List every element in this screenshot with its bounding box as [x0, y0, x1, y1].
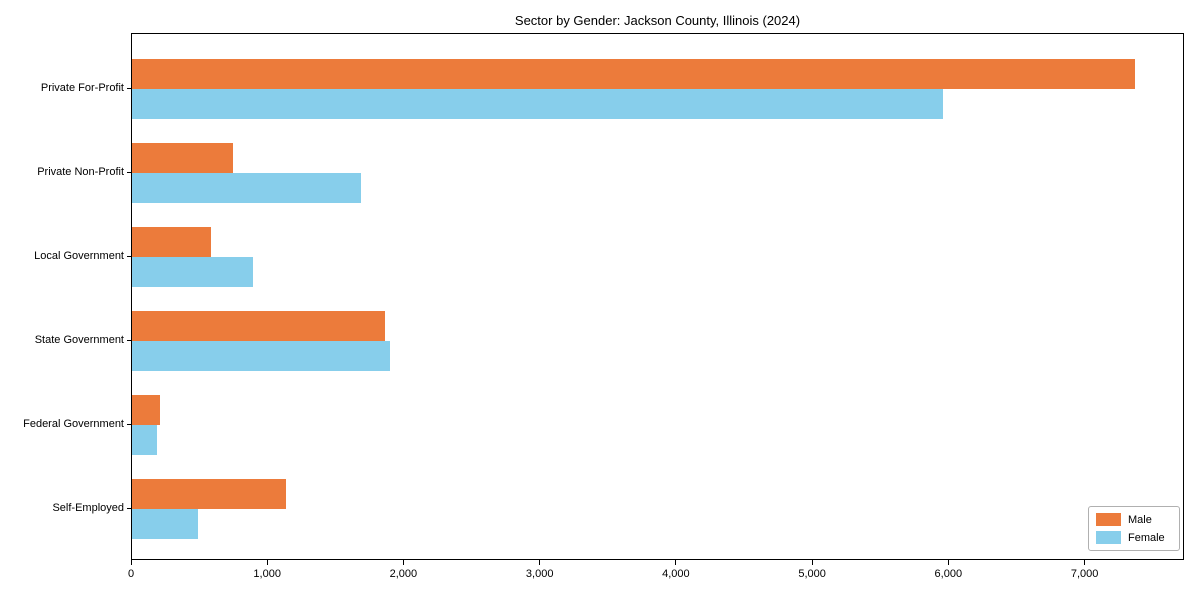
chart-title: Sector by Gender: Jackson County, Illino… — [514, 13, 801, 28]
x-tick-mark — [811, 560, 813, 565]
bar-female-self-employed — [132, 509, 199, 539]
x-tick-mark — [266, 560, 268, 565]
legend-item-female: Female — [1096, 531, 1171, 544]
y-tick-mark — [127, 88, 131, 89]
x-tick-label-7000: 7,000 — [1070, 568, 1099, 580]
female-series-swatch — [1096, 531, 1121, 544]
y-tick-label-self-employed: Self-Employed — [52, 502, 124, 514]
x-tick-label-3000: 3,000 — [525, 568, 554, 580]
x-tick-label-1000: 1,000 — [253, 568, 281, 580]
y-tick-mark — [127, 340, 131, 341]
y-tick-label-private-non-profit: Private Non-Profit — [37, 166, 124, 178]
bar-female-private-for-profit — [132, 89, 943, 119]
bar-female-private-non-profit — [132, 173, 361, 203]
y-tick-mark — [127, 424, 131, 425]
x-tick-mark — [675, 560, 677, 565]
male-series-swatch — [1096, 513, 1121, 526]
legend-label-male: Male — [1128, 513, 1152, 526]
bar-female-federal-government — [132, 425, 157, 455]
x-tick-label-6000: 6,000 — [934, 568, 963, 580]
y-tick-mark — [127, 508, 131, 509]
bar-male-self-employed — [132, 479, 286, 509]
x-tick-mark — [947, 560, 949, 565]
y-tick-mark — [127, 256, 131, 257]
legend-item-male: Male — [1096, 513, 1171, 526]
x-tick-mark — [130, 560, 132, 565]
x-tick-mark — [539, 560, 541, 565]
y-tick-label-private-for-profit: Private For-Profit — [40, 82, 124, 94]
x-tick-label-0: 0 — [127, 568, 135, 580]
legend-label-female: Female — [1128, 531, 1165, 544]
y-tick-mark — [127, 172, 131, 173]
bar-male-local-government — [132, 227, 211, 257]
bar-female-local-government — [132, 257, 254, 287]
y-tick-label-federal-government: Federal Government — [23, 418, 124, 430]
bar-male-state-government — [132, 311, 386, 341]
x-tick-label-4000: 4,000 — [662, 568, 690, 580]
plot-area — [131, 33, 1184, 560]
x-tick-label-2000: 2,000 — [389, 568, 418, 580]
bar-male-private-for-profit — [132, 59, 1135, 89]
bar-male-private-non-profit — [132, 143, 233, 173]
y-tick-label-local-government: Local Government — [34, 250, 124, 262]
x-tick-label-5000: 5,000 — [798, 568, 826, 580]
bar-female-state-government — [132, 341, 390, 371]
x-tick-mark — [1084, 560, 1086, 565]
x-tick-mark — [402, 560, 404, 565]
bar-male-federal-government — [132, 395, 160, 425]
y-tick-label-state-government: State Government — [34, 334, 124, 346]
legend: Male Female — [1088, 506, 1180, 551]
